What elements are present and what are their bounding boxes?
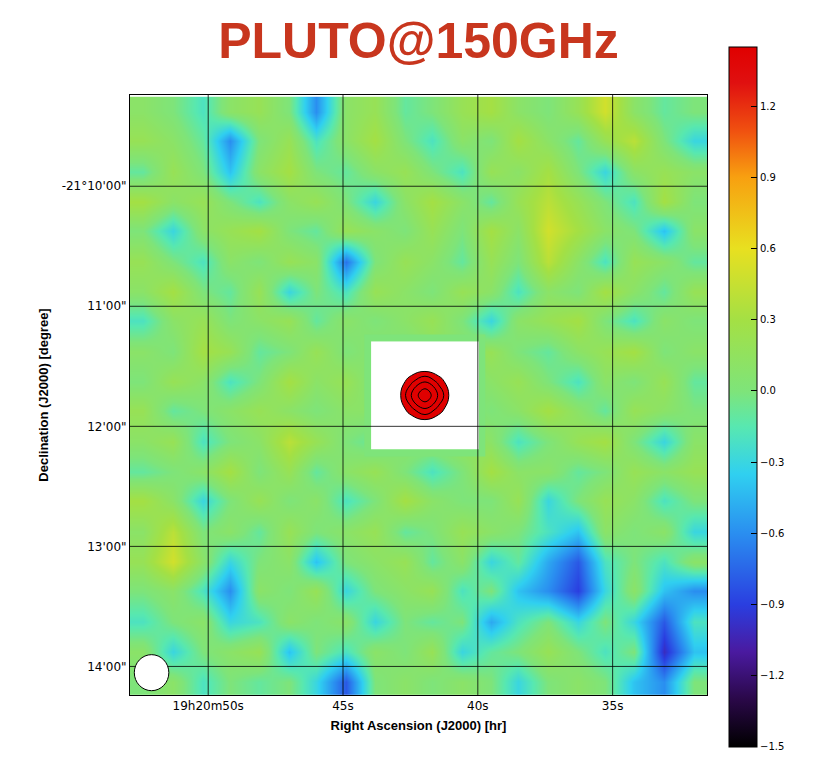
svg-text:-21°10'00": -21°10'00": [62, 179, 127, 193]
svg-text:0.3: 0.3: [760, 314, 776, 325]
svg-text:Right Ascension (J2000) [hr]: Right Ascension (J2000) [hr]: [331, 718, 507, 733]
svg-text:1.2: 1.2: [760, 101, 776, 112]
svg-text:19h20m50s: 19h20m50s: [173, 699, 244, 713]
svg-text:0.6: 0.6: [760, 243, 776, 254]
svg-text:0.9: 0.9: [760, 172, 776, 183]
svg-text:11'00": 11'00": [87, 299, 126, 313]
svg-text:−0.3: −0.3: [760, 457, 784, 468]
svg-text:PLUTO@150GHz: PLUTO@150GHz: [218, 13, 619, 69]
svg-text:−1.2: −1.2: [760, 670, 784, 681]
svg-text:14'00": 14'00": [87, 660, 126, 674]
svg-text:12'00": 12'00": [87, 420, 126, 434]
svg-text:13'00": 13'00": [87, 540, 126, 554]
svg-text:−0.9: −0.9: [760, 599, 784, 610]
svg-text:0.0: 0.0: [760, 385, 776, 396]
svg-text:−0.6: −0.6: [760, 528, 784, 539]
svg-text:35s: 35s: [602, 699, 624, 713]
svg-text:Declination (J2000) [degree]: Declination (J2000) [degree]: [36, 308, 51, 481]
svg-text:−1.5: −1.5: [760, 741, 784, 752]
svg-text:40s: 40s: [467, 699, 489, 713]
svg-text:45s: 45s: [332, 699, 354, 713]
